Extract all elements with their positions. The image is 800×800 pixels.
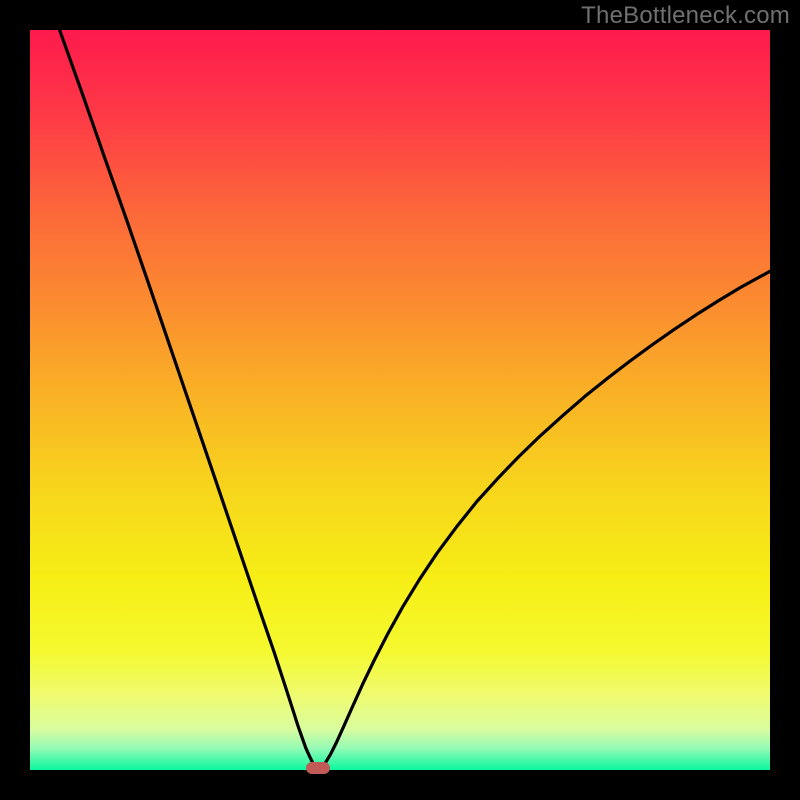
watermark-text: TheBottleneck.com — [581, 2, 790, 30]
minimum-marker — [306, 762, 330, 774]
plot-area — [30, 30, 770, 770]
bottleneck-curve — [30, 30, 770, 770]
